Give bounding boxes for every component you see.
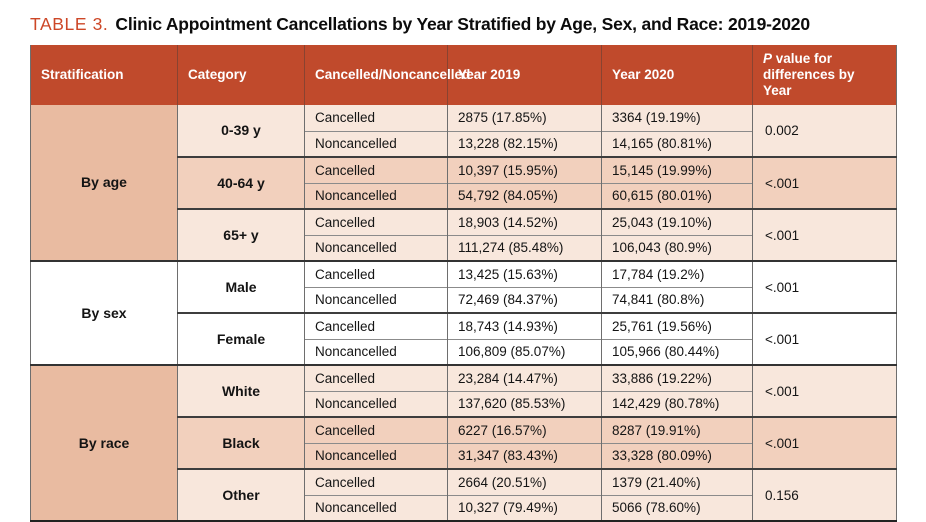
year2020-cell: 74,841 (80.8%): [601, 286, 753, 313]
year2019-cell: 13,425 (15.63%): [447, 260, 602, 287]
status-cell: Noncancelled: [304, 494, 448, 521]
year2020-cell: 17,784 (19.2%): [601, 260, 753, 287]
category-cell: White: [177, 364, 305, 417]
status-cell: Noncancelled: [304, 442, 448, 469]
pvalue-cell: <.001: [752, 416, 897, 469]
clinic-cancellations-table: Stratification Category Cancelled/Noncan…: [30, 45, 897, 522]
year2020-cell: 15,145 (19.99%): [601, 156, 753, 183]
strat-cell-by-race: By race: [30, 364, 178, 521]
status-cell: Cancelled: [304, 156, 448, 183]
table-title-text: Clinic Appointment Cancellations by Year…: [115, 14, 810, 34]
pvalue-cell: 0.002: [752, 105, 897, 157]
table-row: Noncancelled 31,347 (83.43%) 33,328 (80.…: [31, 442, 897, 469]
year2020-cell: 106,043 (80.9%): [601, 234, 753, 261]
status-cell: Noncancelled: [304, 234, 448, 261]
year2019-cell: 2664 (20.51%): [447, 468, 602, 495]
category-cell: 40-64 y: [177, 156, 305, 209]
col-header-status: Cancelled/Noncancelled: [304, 45, 470, 105]
p-rest: value for differences by Year: [763, 51, 855, 98]
year2019-cell: 10,327 (79.49%): [447, 494, 602, 521]
table-header-row: Stratification Category Cancelled/Noncan…: [30, 45, 897, 105]
table-row: Noncancelled 13,228 (82.15%) 14,165 (80.…: [31, 130, 897, 157]
category-cell: 65+ y: [177, 208, 305, 261]
table-row: 40-64 y Cancelled 10,397 (15.95%) 15,145…: [31, 156, 897, 209]
strat-cell-by-sex: By sex: [30, 260, 178, 365]
year2020-cell: 8287 (19.91%): [601, 416, 753, 443]
year2020-cell: 14,165 (80.81%): [601, 130, 753, 157]
table-row: By sex Male Cancelled 13,425 (15.63%) 17…: [30, 260, 897, 365]
year2019-cell: 111,274 (85.48%): [447, 234, 602, 261]
year2020-cell: 5066 (78.60%): [601, 494, 753, 521]
status-cell: Cancelled: [304, 105, 448, 131]
pvalue-cell: <.001: [752, 156, 897, 209]
table-row: Female Cancelled 18,743 (14.93%) 25,761 …: [31, 312, 897, 365]
status-cell: Noncancelled: [304, 130, 448, 157]
status-cell: Cancelled: [304, 364, 448, 391]
year2020-cell: 105,966 (80.44%): [601, 338, 753, 365]
pvalue-cell: <.001: [752, 312, 897, 365]
status-cell: Cancelled: [304, 416, 448, 443]
year2019-cell: 10,397 (15.95%): [447, 156, 602, 183]
table-row: Noncancelled 137,620 (85.53%) 142,429 (8…: [31, 390, 897, 417]
pvalue-cell: 0.156: [752, 468, 897, 521]
status-cell: Cancelled: [304, 260, 448, 287]
year2020-cell: 1379 (21.40%): [601, 468, 753, 495]
col-header-p-value: P value for differences by Year: [752, 45, 897, 105]
col-header-stratification: Stratification: [30, 45, 178, 105]
year2019-cell: 31,347 (83.43%): [447, 442, 602, 469]
pvalue-cell: <.001: [752, 208, 897, 261]
pvalue-cell: <.001: [752, 364, 897, 417]
status-cell: Noncancelled: [304, 286, 448, 313]
col-header-category: Category: [177, 45, 305, 105]
table-row: Noncancelled 72,469 (84.37%) 74,841 (80.…: [31, 286, 897, 313]
status-cell: Noncancelled: [304, 338, 448, 365]
year2019-cell: 18,743 (14.93%): [447, 312, 602, 339]
strat-cell-by-age: By age: [30, 105, 178, 261]
category-cell: Female: [177, 312, 305, 365]
table-row: By age 0-39 y Cancelled 2875 (17.85%) 33…: [30, 105, 897, 261]
year2020-cell: 33,328 (80.09%): [601, 442, 753, 469]
year2019-cell: 106,809 (85.07%): [447, 338, 602, 365]
status-cell: Noncancelled: [304, 390, 448, 417]
year2020-cell: 25,043 (19.10%): [601, 208, 753, 235]
year2019-cell: 2875 (17.85%): [447, 105, 602, 131]
year2020-cell: 60,615 (80.01%): [601, 182, 753, 209]
table-number-label: TABLE 3.: [30, 14, 109, 34]
table-row: 65+ y Cancelled 18,903 (14.52%) 25,043 (…: [31, 208, 897, 261]
year2020-cell: 33,886 (19.22%): [601, 364, 753, 391]
year2019-cell: 137,620 (85.53%): [447, 390, 602, 417]
year2020-cell: 142,429 (80.78%): [601, 390, 753, 417]
status-cell: Cancelled: [304, 208, 448, 235]
pvalue-cell: <.001: [752, 260, 897, 313]
status-cell: Cancelled: [304, 312, 448, 339]
col-header-year-2019: Year 2019: [447, 45, 602, 105]
year2019-cell: 18,903 (14.52%): [447, 208, 602, 235]
year2020-cell: 25,761 (19.56%): [601, 312, 753, 339]
year2019-cell: 6227 (16.57%): [447, 416, 602, 443]
category-cell: 0-39 y: [177, 105, 305, 157]
category-cell: Male: [177, 260, 305, 313]
category-cell: Other: [177, 468, 305, 521]
p-italic: P: [763, 51, 773, 66]
status-cell: Cancelled: [304, 468, 448, 495]
table-caption: TABLE 3. Clinic Appointment Cancellations…: [30, 12, 896, 38]
year2019-cell: 72,469 (84.37%): [447, 286, 602, 313]
table-row: By race White Cancelled 23,284 (14.47%) …: [30, 364, 897, 521]
year2020-cell: 3364 (19.19%): [601, 105, 753, 131]
status-cell: Noncancelled: [304, 182, 448, 209]
table-row: Black Cancelled 6227 (16.57%) 8287 (19.9…: [31, 416, 897, 469]
year2019-cell: 23,284 (14.47%): [447, 364, 602, 391]
table-row: Noncancelled 106,809 (85.07%) 105,966 (8…: [31, 338, 897, 365]
table-row: Noncancelled 111,274 (85.48%) 106,043 (8…: [31, 234, 897, 261]
year2019-cell: 13,228 (82.15%): [447, 130, 602, 157]
category-cell: Black: [177, 416, 305, 469]
col-header-year-2020: Year 2020: [601, 45, 753, 105]
table-row: Noncancelled 54,792 (84.05%) 60,615 (80.…: [31, 182, 897, 209]
year2019-cell: 54,792 (84.05%): [447, 182, 602, 209]
